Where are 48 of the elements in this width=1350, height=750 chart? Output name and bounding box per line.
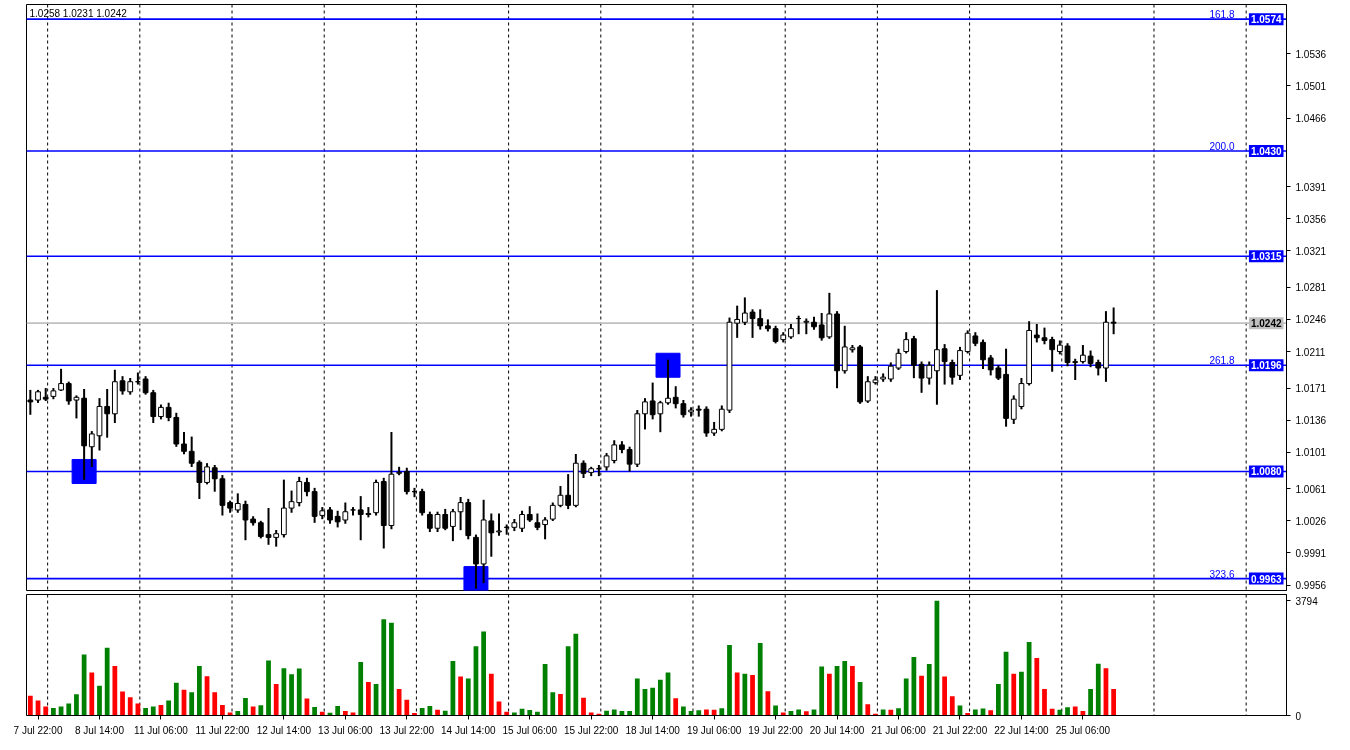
- x-tick-label: 13 Jul 06:00: [318, 724, 374, 736]
- annotation: 261.8: [1209, 355, 1235, 367]
- x-tick-label: 8 Jul 14:00: [75, 724, 125, 736]
- y-tick-label: 0: [1295, 710, 1302, 722]
- ref-line-label: 1.0315: [1250, 251, 1282, 263]
- x-tick-label: 14 Jul 14:00: [441, 724, 496, 736]
- x-tick-label: 19 Jul 22:00: [748, 724, 804, 736]
- y-tick-label: 1.0356: [1295, 213, 1327, 225]
- y-tick-label: 1.0391: [1295, 181, 1327, 193]
- y-tick-label: 1.0061: [1295, 483, 1327, 495]
- x-tick-label: 18 Jul 14:00: [625, 724, 681, 736]
- annotation: 1.0258 1.0231 1.0242: [29, 7, 128, 19]
- y-tick-label: 1.0246: [1295, 314, 1327, 326]
- x-tick-label: 21 Jul 22:00: [932, 724, 988, 736]
- x-tick-label: 22 Jul 14:00: [994, 724, 1050, 736]
- annotation: 161.8: [1209, 9, 1235, 21]
- x-tick-label: 25 Jul 06:00: [1055, 724, 1111, 736]
- ref-line-label: 1.0196: [1250, 360, 1282, 372]
- ref-line-label: 1.0574: [1250, 14, 1282, 26]
- y-tick-label: 1.0136: [1295, 415, 1327, 427]
- y-tick-label: 1.0536: [1295, 48, 1327, 60]
- y-tick-label: 0.9991: [1295, 547, 1327, 559]
- x-tick-label: 21 Jul 06:00: [871, 724, 927, 736]
- y-tick-label: 3794: [1295, 595, 1319, 607]
- x-tick-label: 15 Jul 22:00: [563, 724, 619, 736]
- x-tick-label: 15 Jul 06:00: [502, 724, 558, 736]
- x-tick-label: 7 Jul 22:00: [13, 724, 63, 736]
- y-tick-label: 1.0501: [1295, 80, 1327, 92]
- ref-line-label: 1.0430: [1250, 146, 1282, 157]
- y-tick-label: 1.0101: [1295, 447, 1327, 459]
- annotation: 323.6: [1209, 568, 1235, 580]
- x-tick-label: 19 Jul 06:00: [686, 724, 742, 736]
- y-tick-label: 1.0321: [1295, 245, 1327, 257]
- x-tick-label: 12 Jul 14:00: [256, 724, 312, 736]
- ref-line-label: 0.9963: [1250, 573, 1282, 585]
- annotation: 200.0: [1209, 141, 1235, 152]
- x-tick-label: 13 Jul 22:00: [379, 724, 435, 736]
- ref-line-label: 1.0242: [1250, 318, 1282, 330]
- y-tick-label: 1.0466: [1295, 113, 1327, 125]
- x-tick-label: 11 Jul 06:00: [134, 724, 189, 736]
- y-tick-label: 0.9956: [1295, 580, 1327, 592]
- y-tick-label: 1.0171: [1295, 383, 1327, 395]
- y-tick-label: 1.0281: [1295, 282, 1327, 294]
- y-tick-label: 1.0211: [1295, 346, 1326, 358]
- x-tick-label: 11 Jul 22:00: [195, 724, 250, 736]
- ref-line-label: 1.0080: [1250, 466, 1282, 478]
- x-tick-label: 20 Jul 14:00: [809, 724, 865, 736]
- y-tick-label: 1.0026: [1295, 515, 1327, 527]
